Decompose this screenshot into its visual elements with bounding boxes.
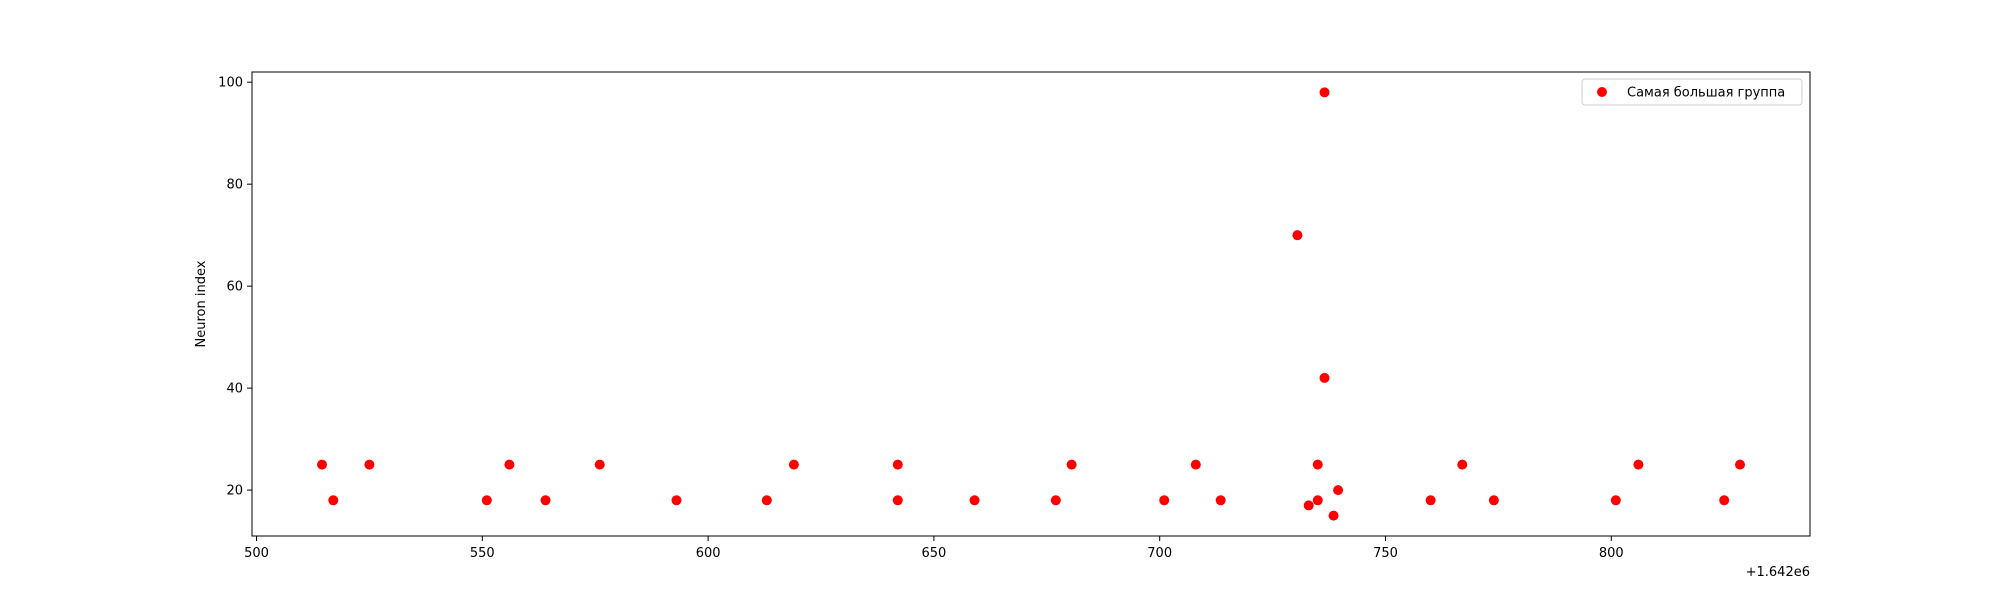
legend-label: Самая большая группа [1627,86,1785,101]
data-point [1215,495,1226,506]
data-point [788,459,799,470]
data-point [1159,495,1170,506]
data-point [481,495,492,506]
x-offset-label: +1.642e6 [1746,565,1810,580]
plot-frame [251,71,1811,537]
data-point [1312,495,1323,506]
data-point [364,459,375,470]
y-tick-label: 60 [226,280,243,295]
x-tick-label: 550 [470,546,495,561]
y-tick-label: 40 [226,382,243,397]
data-point [504,459,515,470]
data-point [1457,459,1468,470]
data-point [1633,459,1644,470]
data-point [1303,500,1314,511]
data-point [1328,510,1339,521]
y-axis-label: Neuron index [194,260,209,347]
x-tick-label: 700 [1147,546,1172,561]
data-point [1292,230,1303,241]
y-tick-label: 20 [226,484,243,499]
data-point [1488,495,1499,506]
data-point [1312,459,1323,470]
data-point [892,495,903,506]
y-tick-label: 100 [218,76,243,91]
data-point [540,495,551,506]
y-tick-label: 80 [226,178,243,193]
data-point [671,495,682,506]
data-point [1319,372,1330,383]
y-axis: 20 40 60 80 100 [218,76,252,499]
x-tick-label: 650 [921,546,946,561]
plot-area [252,72,1810,536]
x-tick-label: 500 [244,546,269,561]
data-point [1719,495,1730,506]
legend: Самая большая группа [1581,78,1803,106]
x-axis: 500 550 600 650 700 750 800 [244,536,1624,561]
x-tick-label: 750 [1373,546,1398,561]
data-point [1333,485,1344,496]
data-point [1190,459,1201,470]
data-point [328,495,339,506]
x-tick-label: 800 [1599,546,1624,561]
legend-marker [1597,87,1607,97]
data-point [1050,495,1061,506]
data-point [761,495,772,506]
data-point [1066,459,1077,470]
data-point [1319,87,1330,98]
data-point [1425,495,1436,506]
data-points [316,87,1746,521]
data-point [1610,495,1621,506]
data-point [1735,459,1746,470]
data-point [969,495,980,506]
data-point [892,459,903,470]
x-tick-label: 600 [696,546,721,561]
legend-box [1581,78,1803,106]
data-point [316,459,327,470]
data-point [594,459,605,470]
